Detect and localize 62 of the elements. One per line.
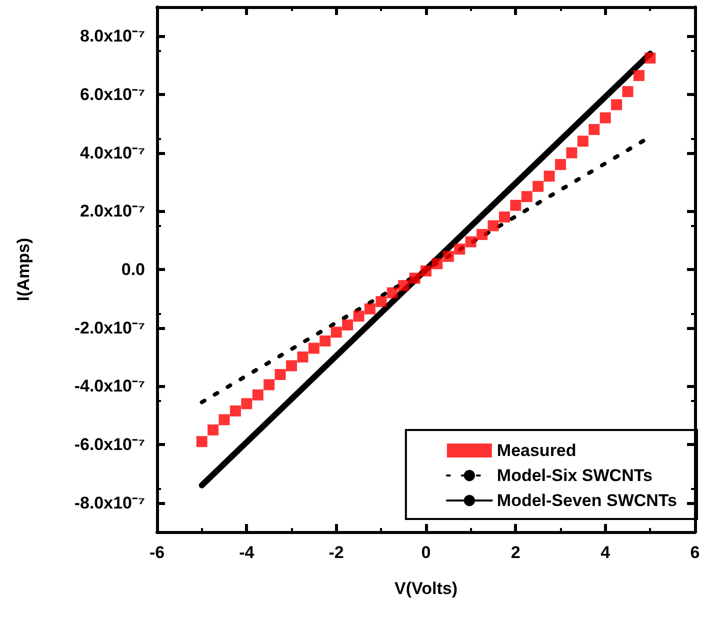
- x-tick-label: 4: [600, 543, 611, 562]
- y-axis-title: I(Amps): [14, 238, 33, 302]
- point: [241, 398, 252, 410]
- point: [476, 229, 488, 240]
- x-tick-label: 6: [690, 543, 700, 562]
- legend-label: Model-Seven SWCNTs: [496, 491, 677, 510]
- x-tick-label: 0: [421, 543, 431, 562]
- point: [488, 220, 499, 232]
- y-tick-label: 2.0x10⁻⁷: [80, 202, 145, 221]
- x-tick-label: -4: [239, 543, 255, 562]
- point: [264, 379, 275, 390]
- point: [577, 136, 588, 147]
- point: [342, 319, 354, 330]
- point: [208, 424, 219, 436]
- point: [555, 159, 566, 170]
- point: [588, 124, 600, 135]
- point: [230, 405, 241, 416]
- point: [420, 265, 432, 276]
- point: [376, 296, 387, 308]
- point: [252, 389, 264, 400]
- point: [364, 303, 376, 314]
- legend-label: Model-Six SWCNTs: [496, 466, 652, 485]
- x-tick-label: 2: [510, 543, 520, 562]
- point: [386, 287, 398, 298]
- point: [521, 191, 532, 202]
- point: [454, 244, 466, 255]
- y-tick-label: 6.0x10⁻⁷: [80, 85, 145, 104]
- point: [633, 70, 644, 82]
- point: [600, 112, 611, 124]
- y-tick-label: -2.0x10⁻⁷: [74, 318, 145, 338]
- point: [320, 335, 331, 346]
- y-tick-label: -8.0x10⁻⁷: [74, 493, 145, 512]
- point: [274, 369, 286, 380]
- point: [510, 200, 522, 211]
- point: [432, 258, 443, 270]
- point: [286, 360, 297, 372]
- y-tick-label: -6.0x10⁻⁷: [74, 435, 145, 454]
- point: [544, 170, 555, 182]
- point: [532, 180, 544, 192]
- y-tick-label: -4.0x10⁻⁷: [74, 376, 145, 396]
- point: [611, 99, 622, 110]
- y-tick-label: 8.0x10⁻⁷: [80, 26, 145, 46]
- point: [218, 414, 230, 426]
- legend-label: Measured: [496, 441, 576, 460]
- point: [622, 86, 634, 98]
- y-tick-label: 4.0x10⁻⁷: [80, 143, 145, 162]
- x-tick-label: -2: [328, 543, 344, 562]
- point: [465, 236, 476, 248]
- point: [644, 52, 656, 64]
- point: [330, 326, 342, 338]
- point: [442, 250, 454, 262]
- y-tick-label: 0.0: [121, 260, 145, 279]
- point: [498, 212, 510, 222]
- point: [308, 342, 320, 354]
- point: [297, 352, 308, 362]
- point: [353, 310, 364, 322]
- point: [566, 147, 578, 158]
- x-tick-label: -6: [149, 543, 165, 562]
- point: [196, 436, 208, 448]
- x-axis-title: V(Volts): [394, 579, 458, 598]
- point: [409, 272, 420, 284]
- point: [398, 280, 410, 292]
